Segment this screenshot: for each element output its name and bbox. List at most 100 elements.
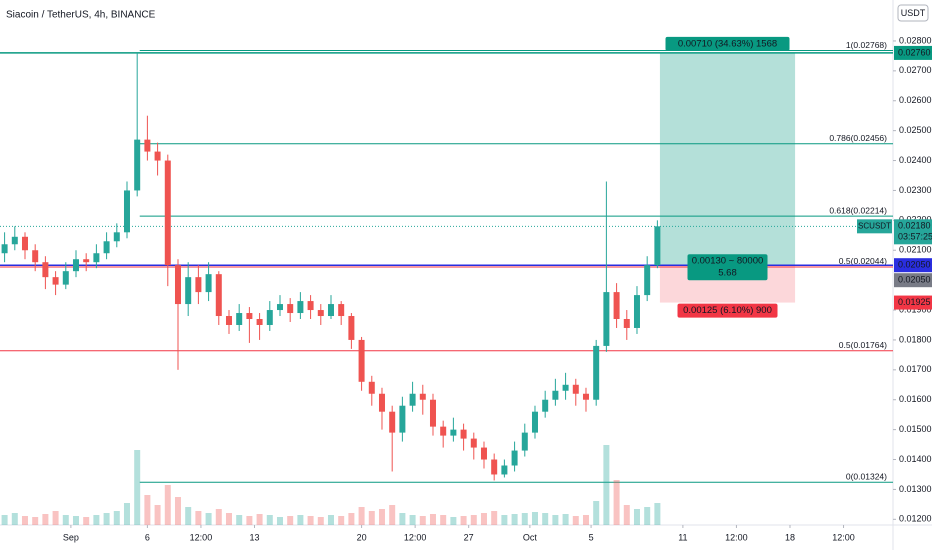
volume-bar <box>613 480 620 525</box>
candle-body <box>654 226 661 266</box>
volume-bar <box>123 503 130 525</box>
candle-body <box>633 295 640 328</box>
volume-bar <box>103 513 110 525</box>
x-tick-label: 11 <box>678 532 687 542</box>
y-tick-label: 0.01800 <box>899 334 932 344</box>
y-tick-label: 0.02100 <box>899 245 932 255</box>
stop-text: 0.00125 (6.10%) 900 <box>683 305 772 316</box>
volume-bar <box>317 517 324 525</box>
x-tick-label: 5 <box>589 532 594 542</box>
candle-body <box>297 301 304 314</box>
volume-bar <box>21 516 28 525</box>
volume-bar <box>297 515 304 525</box>
volume-bar <box>348 513 355 525</box>
x-tick-label: 18 <box>785 532 795 542</box>
candle-body <box>113 232 120 242</box>
candle-body <box>338 304 345 317</box>
volume-bar <box>511 514 518 525</box>
volume-bar <box>409 515 416 525</box>
candle-body <box>144 139 151 152</box>
candle-body <box>72 259 79 272</box>
currency-button[interactable] <box>897 4 929 22</box>
currency-label[interactable]: USDT <box>901 8 926 18</box>
volume-bar <box>399 513 406 525</box>
x-tick-label: Sep <box>63 532 79 542</box>
candle-body <box>613 292 620 320</box>
stop-price-label: 0.01925 <box>898 297 931 307</box>
last-price-box <box>894 219 932 245</box>
x-tick-label: Oct <box>523 532 538 542</box>
x-tick-label: 20 <box>357 532 367 542</box>
volume-bar <box>215 509 222 525</box>
candle-body <box>348 316 355 340</box>
profit-zone <box>659 52 796 266</box>
y-tick-label: 0.02700 <box>899 65 932 75</box>
candle-body <box>399 405 406 433</box>
y-tick-label: 0.02400 <box>899 155 932 165</box>
chart-title: Siacoin / TetherUS, 4h, BINANCE <box>6 10 156 21</box>
volume-bar <box>531 512 538 525</box>
candle-body <box>440 426 447 436</box>
volume-bar <box>246 516 253 525</box>
volume-bar <box>419 516 426 525</box>
volume-bar <box>307 516 314 525</box>
y-tick-label: 0.02600 <box>899 95 932 105</box>
candle-body <box>62 271 69 285</box>
volume-bar <box>225 513 232 525</box>
y-tick-label: 0.01500 <box>899 424 932 434</box>
volume-bar <box>62 515 69 525</box>
candle-body <box>562 384 569 391</box>
candle-body <box>552 390 559 400</box>
volume-bar <box>338 516 345 525</box>
volume-bar <box>480 513 487 525</box>
entry-price-copy-label: 0.02050 <box>898 275 931 285</box>
y-tick-label: 0.01200 <box>899 514 932 524</box>
volume-bar <box>623 505 630 525</box>
candle-body <box>429 399 436 427</box>
volume-bar <box>542 513 549 525</box>
candle-body <box>1 244 8 254</box>
candle-body <box>644 265 651 296</box>
candle-body <box>470 438 477 448</box>
candle-body <box>501 465 508 475</box>
volume-bar <box>327 515 334 525</box>
stop-price-box <box>894 295 932 310</box>
candle-body <box>93 253 100 263</box>
candle-body <box>368 381 375 394</box>
candle-body <box>195 277 202 293</box>
fib-label: 1(0.02768) <box>846 40 887 50</box>
candle-body <box>450 429 457 436</box>
entry-price-box <box>894 258 932 273</box>
volume-bar <box>93 515 100 525</box>
x-tick-label: 12:00 <box>832 532 855 542</box>
volume-bar <box>491 511 498 525</box>
fib-label: 0.5(0.01764) <box>839 340 887 350</box>
candle-body <box>276 304 283 311</box>
volume-bar <box>582 515 589 525</box>
volume-bar <box>32 517 39 525</box>
volume-bar <box>134 450 141 525</box>
symbol-label: SCUSDT <box>858 221 891 230</box>
volume-bar <box>266 515 273 525</box>
candle-body <box>572 384 579 394</box>
candle-body <box>287 304 294 314</box>
volume-bar <box>654 503 661 525</box>
volume-bar <box>185 507 192 525</box>
volume-bar <box>450 517 457 525</box>
candle-body <box>317 310 324 317</box>
candle-body <box>123 190 130 233</box>
y-tick-label: 0.02500 <box>899 125 932 135</box>
candle-body <box>542 399 549 412</box>
volume-bar <box>113 511 120 525</box>
y-tick-label: 0.01700 <box>899 364 932 374</box>
volume-bar <box>572 516 579 525</box>
volume-bar <box>470 515 477 525</box>
candle-body <box>174 265 181 305</box>
candle-body <box>389 411 396 433</box>
volume-bar <box>83 517 90 525</box>
candle-body <box>236 313 243 325</box>
candle-body <box>164 160 171 266</box>
volume-bar <box>358 507 365 525</box>
volume-bar <box>72 516 79 525</box>
